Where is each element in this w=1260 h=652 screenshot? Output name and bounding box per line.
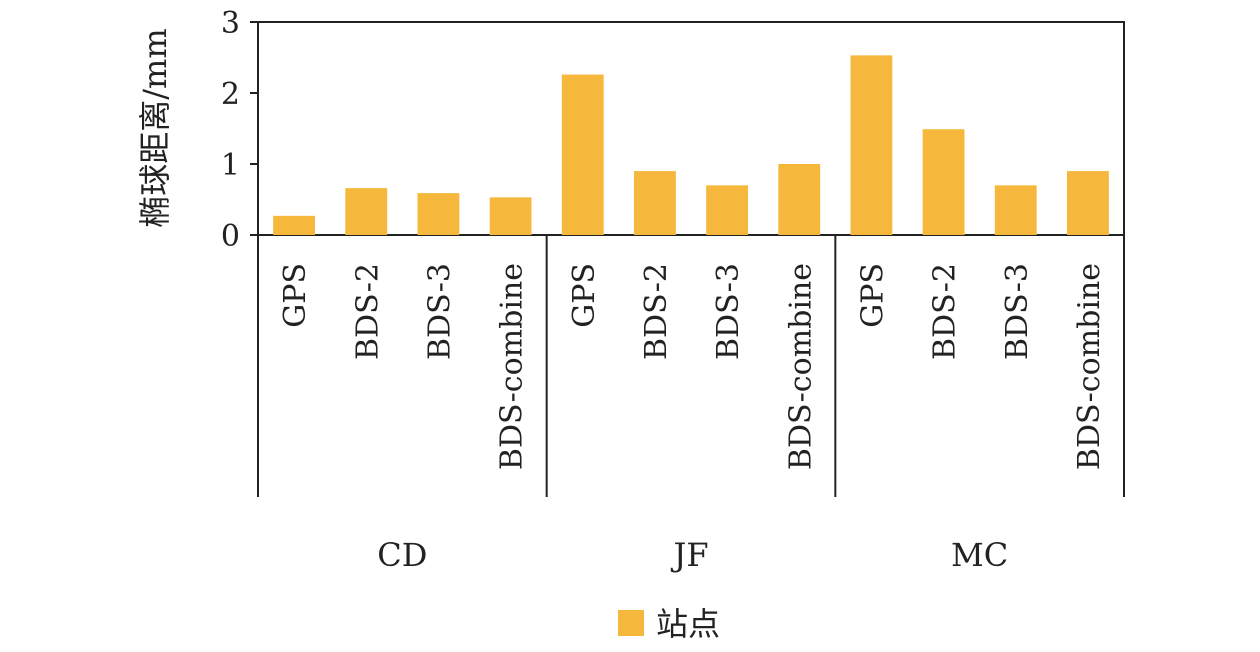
x-axis-categories: GPS BDS-2 BDS-3 BDS-combine GPS BDS-2 BDS-3 BDS… — [278, 263, 1107, 470]
y-tick-label: 0 — [221, 219, 240, 254]
y-tick-label: 3 — [221, 6, 240, 41]
bar-mc-bds-2 — [922, 129, 965, 235]
bar-jf-gps — [561, 74, 604, 235]
legend: 站点 — [618, 605, 720, 643]
x-category-label: GPS — [567, 263, 602, 328]
plot-border — [257, 21, 1125, 236]
y-tick-label: 1 — [221, 148, 240, 183]
y-axis-label: 椭球距离/mm — [136, 28, 174, 227]
x-group-label: JF — [670, 536, 708, 574]
x-category-label: BDS-2 — [350, 263, 385, 360]
x-category-label: GPS — [855, 263, 890, 328]
bar-cd-bds-2 — [345, 188, 388, 235]
legend-swatch — [618, 610, 644, 636]
bar-jf-bds-2 — [633, 171, 676, 235]
y-axis-ticks: 0 1 2 3 — [221, 6, 258, 254]
legend-label: 站点 — [656, 605, 720, 643]
plot-frame — [257, 21, 1125, 236]
bar-jf-bds-3 — [706, 185, 749, 235]
x-category-label: BDS-combine — [783, 263, 818, 470]
bar-cd-gps — [273, 215, 316, 235]
x-axis-groups: CD JF MC — [257, 235, 1125, 574]
bar-cd-bds-combine — [489, 197, 532, 235]
bar-cd-bds-3 — [417, 193, 460, 235]
x-group-label: MC — [951, 536, 1008, 574]
bar-mc-bds-3 — [994, 185, 1037, 235]
x-category-label: BDS-2 — [639, 263, 674, 360]
x-category-label: BDS-3 — [422, 263, 457, 360]
x-category-label: BDS-3 — [711, 263, 746, 360]
x-category-label: BDS-3 — [1000, 263, 1035, 360]
bar-jf-bds-combine — [778, 164, 821, 235]
bar-mc-bds-combine — [1066, 171, 1109, 235]
x-category-label: GPS — [278, 263, 313, 328]
x-category-label: BDS-2 — [928, 263, 963, 360]
bars — [273, 55, 1109, 236]
x-group-label: CD — [377, 536, 427, 574]
y-tick-label: 2 — [221, 77, 240, 112]
bar-mc-gps — [850, 55, 893, 236]
x-category-label: BDS-combine — [495, 263, 530, 470]
x-category-label: BDS-combine — [1072, 263, 1107, 470]
